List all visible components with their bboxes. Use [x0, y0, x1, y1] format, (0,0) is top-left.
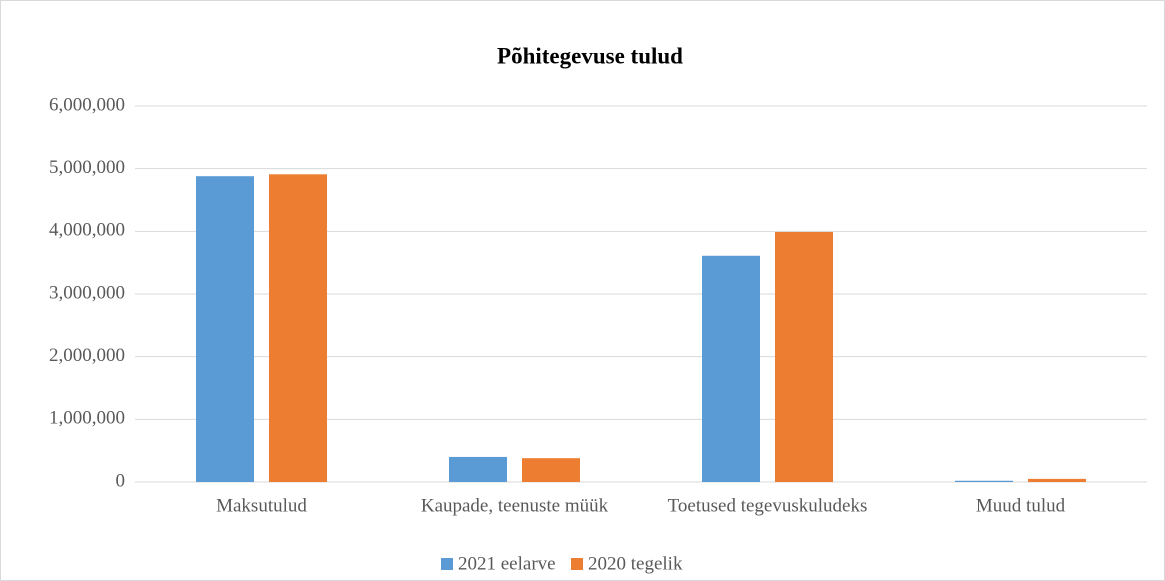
- x-tick-label: Toetused tegevuskuludeks: [668, 495, 868, 516]
- bar: [449, 456, 507, 482]
- y-tick-label: 5,000,000: [49, 157, 125, 178]
- bar: [522, 458, 580, 482]
- y-tick-label: 1,000,000: [49, 408, 125, 429]
- chart-title: Põhitegevuse tulud: [497, 43, 683, 68]
- bar: [775, 231, 833, 482]
- y-tick-label: 6,000,000: [49, 94, 125, 115]
- x-tick-label: Maksutulud: [216, 495, 307, 516]
- bar: [196, 176, 254, 483]
- x-tick-label: Muud tulud: [976, 495, 1066, 516]
- bar: [269, 174, 327, 482]
- y-tick-label: 3,000,000: [49, 282, 125, 303]
- bar: [702, 255, 760, 482]
- bar: [1028, 478, 1086, 482]
- bar: [955, 480, 1013, 482]
- legend-swatch: [441, 558, 453, 570]
- x-tick-label: Kaupade, teenuste müük: [421, 495, 609, 516]
- y-tick-label: 4,000,000: [49, 220, 125, 241]
- legend-label: 2020 tegelik: [588, 553, 683, 574]
- y-tick-label: 2,000,000: [49, 345, 125, 366]
- y-tick-label: 0: [116, 470, 126, 491]
- legend-swatch: [571, 558, 583, 570]
- legend-label: 2021 eelarve: [458, 553, 556, 574]
